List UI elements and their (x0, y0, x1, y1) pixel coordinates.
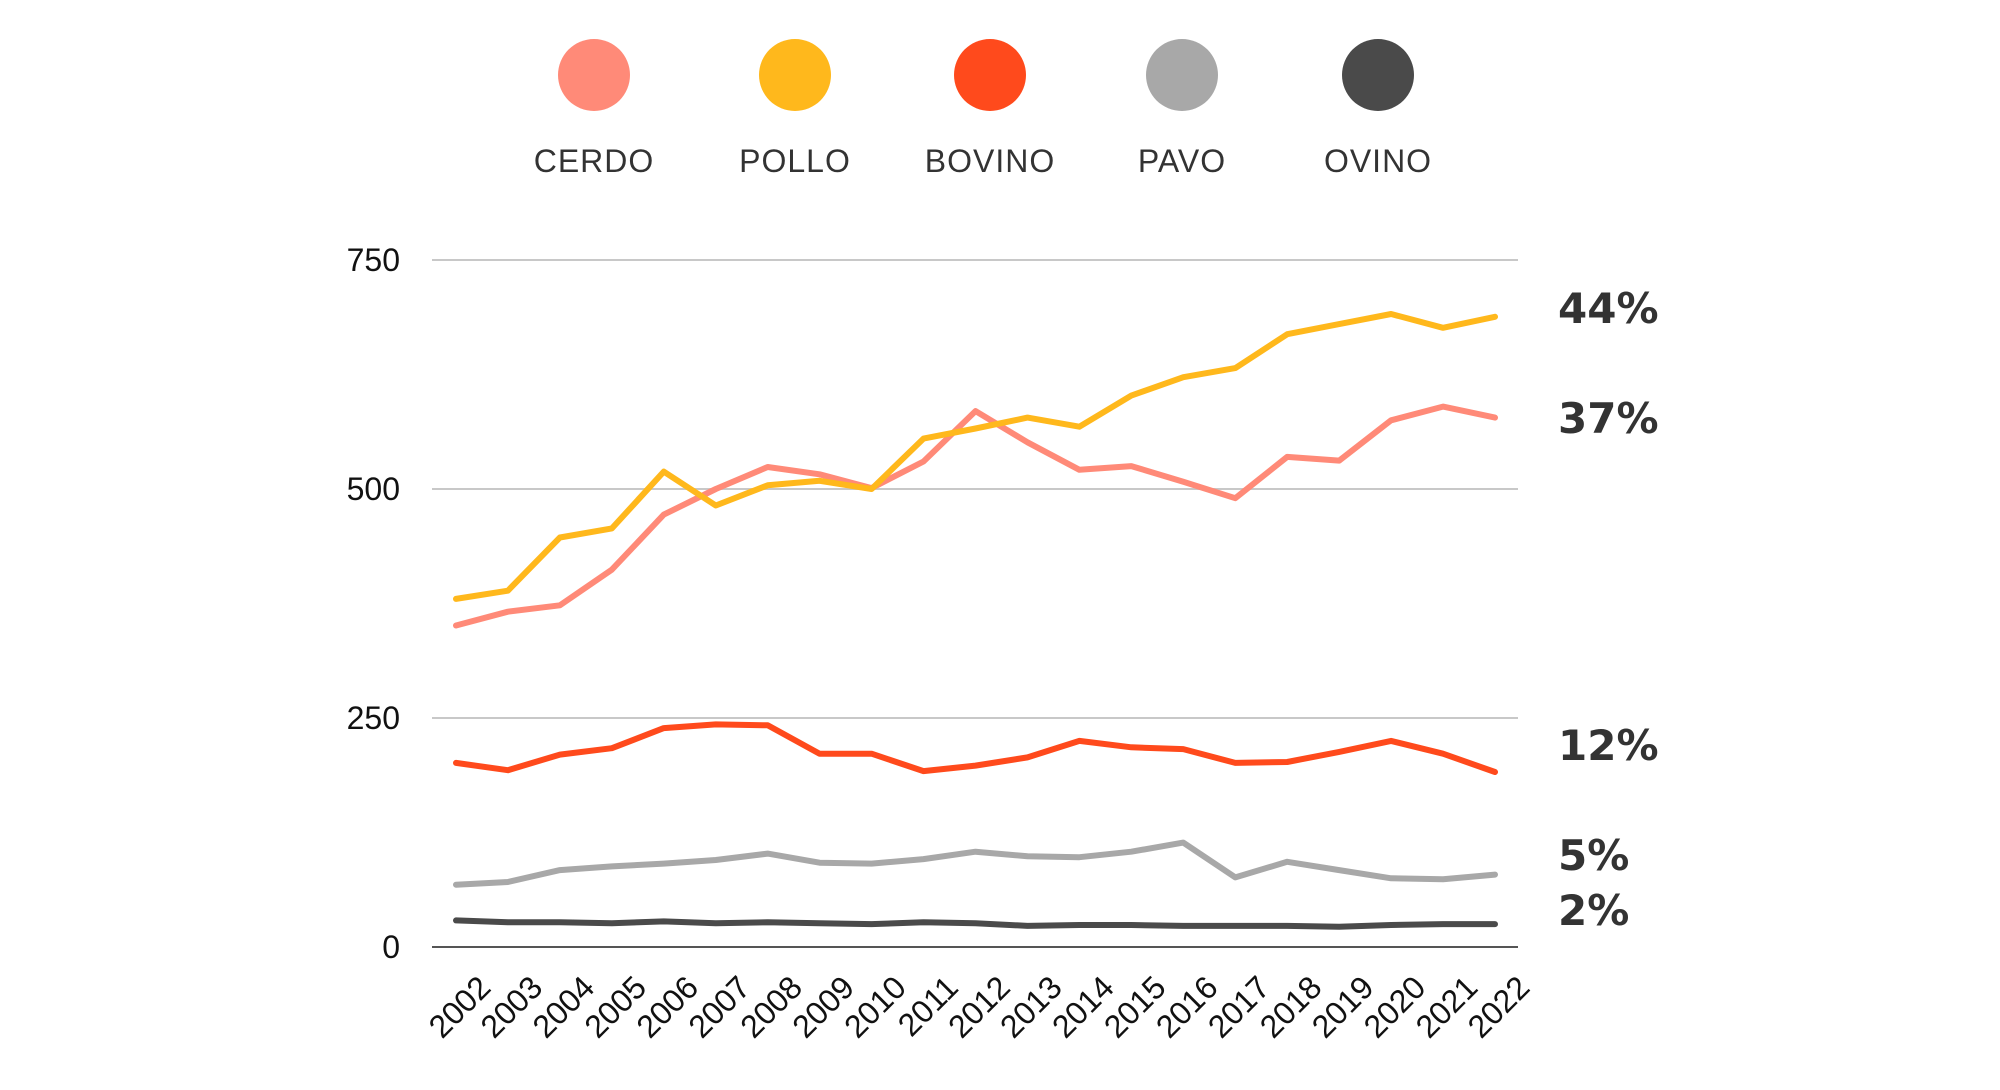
legend-label-pollo: POLLO (739, 143, 851, 179)
share-label-cerdo: 37% (1558, 394, 1659, 443)
y-tick-label: 250 (347, 700, 400, 736)
y-tick-label: 500 (347, 471, 400, 507)
series-line-ovino (453, 917, 1498, 930)
share-label-ovino: 2% (1558, 886, 1629, 935)
series-line-pollo (453, 311, 1498, 602)
legend-label-ovino: OVINO (1324, 143, 1432, 179)
gridlines (432, 259, 1518, 719)
y-tick-label: 750 (347, 242, 400, 278)
y-tick-label: 0 (382, 929, 400, 965)
legend-label-bovino: BOVINO (925, 143, 1055, 179)
share-labels: 37% 44% 12% 5% 2% (1558, 284, 1659, 935)
legend-swatch-bovino (954, 39, 1026, 111)
x-axis: 2002200320042005200620072008200920102011… (422, 946, 1537, 1045)
y-axis: 750 500 250 0 (347, 242, 400, 965)
series-line-cerdo (453, 403, 1498, 629)
share-label-bovino: 12% (1558, 721, 1659, 770)
legend: CERDO POLLO BOVINO PAVO OVINO (534, 39, 1432, 179)
legend-swatch-ovino (1342, 39, 1414, 111)
legend-swatch-pollo (759, 39, 831, 111)
x-tick-label: 2022 (1461, 969, 1537, 1045)
series-line-bovino (453, 721, 1498, 775)
legend-swatch-pavo (1146, 39, 1218, 111)
legend-swatch-cerdo (558, 39, 630, 111)
share-label-pollo: 44% (1558, 284, 1659, 333)
series-lines (453, 311, 1498, 930)
legend-label-pavo: PAVO (1138, 143, 1226, 179)
legend-label-cerdo: CERDO (534, 143, 655, 179)
series-line-pavo (453, 839, 1498, 888)
share-label-pavo: 5% (1558, 831, 1629, 880)
